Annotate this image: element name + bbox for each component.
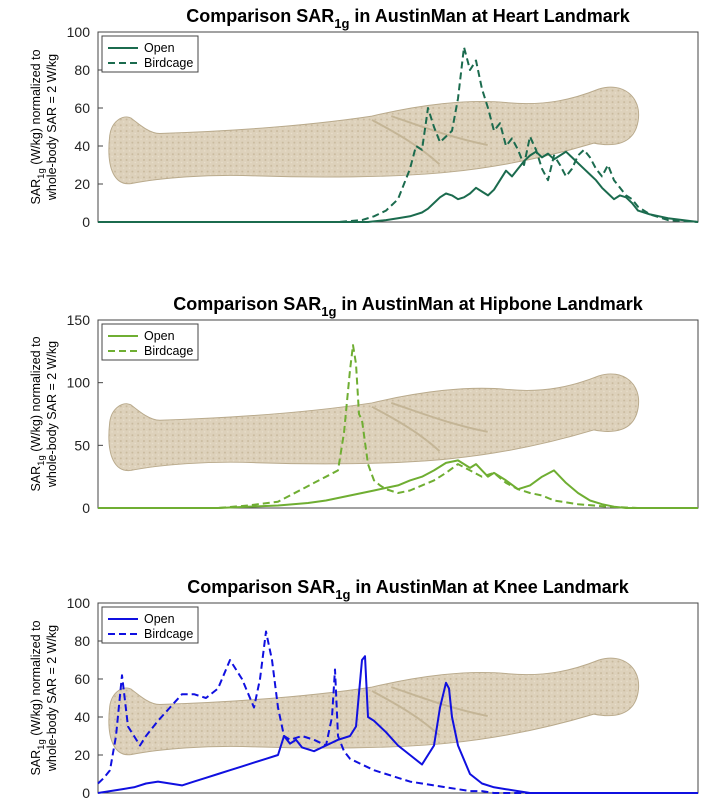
y-label-rest: (W/kg) normalized to	[29, 336, 43, 455]
y-tick-label: 100	[67, 24, 91, 40]
y-tick-label: 20	[74, 176, 90, 192]
body-image	[107, 656, 640, 757]
y-label-rest: (W/kg) normalized to	[29, 620, 43, 739]
y-tick-label: 80	[74, 633, 90, 649]
y-label-main: SAR	[29, 750, 43, 776]
body-image	[107, 85, 640, 186]
y-label-subscript: 1g	[36, 455, 47, 466]
series-line-birdcage	[98, 46, 699, 223]
legend-entry: Birdcage	[144, 344, 193, 358]
chart-panel-2: Comparison SAR1g in AustinMan at Hipbone…	[29, 294, 699, 516]
chart-title-rest: in AustinMan at Hipbone Landmark	[336, 294, 643, 314]
legend-entry: Open	[144, 41, 175, 55]
y-axis-label: SAR1g (W/kg) normalized to whole-body SAR…	[29, 620, 59, 775]
chart-title-subscript: 1g	[334, 16, 349, 31]
y-tick-label: 150	[67, 312, 91, 328]
y-tick-label: 0	[82, 785, 90, 801]
chart-title-main: Comparison SAR	[186, 6, 334, 26]
chart-title-rest: in AustinMan at Knee Landmark	[350, 577, 629, 597]
chart-title: Comparison SAR1g in AustinMan at Hipbone…	[173, 294, 644, 319]
y-tick-label: 60	[74, 671, 90, 687]
body-image	[107, 372, 640, 472]
axes-box	[97, 31, 699, 223]
y-tick-label: 20	[74, 747, 90, 763]
chart-title-main: Comparison SAR	[187, 577, 335, 597]
y-tick-label: 40	[74, 138, 90, 154]
y-axis-label-line-1: SAR1g (W/kg) normalized to	[29, 49, 47, 204]
y-axis-label-line-2: whole-body SAR = 2 W/kg	[45, 341, 59, 488]
legend-box	[101, 606, 199, 644]
chart-title-main: Comparison SAR	[173, 294, 321, 314]
y-label-main: SAR	[29, 466, 43, 492]
chart-panel-3: Comparison SAR1g in AustinMan at Knee La…	[29, 577, 699, 801]
legend-entry: Birdcage	[144, 56, 193, 70]
y-axis-label-line-1: SAR1g (W/kg) normalized to	[29, 620, 47, 775]
series-line-open	[97, 655, 698, 794]
y-label-subscript: 1g	[36, 739, 47, 750]
y-tick-label: 40	[74, 709, 90, 725]
y-tick-label: 100	[67, 375, 91, 391]
y-label-rest: (W/kg) normalized to	[29, 49, 43, 168]
series-line-open	[98, 459, 698, 509]
y-tick-label: 60	[74, 100, 90, 116]
y-tick-label: 100	[67, 595, 91, 611]
legend-box	[101, 35, 199, 73]
axes-box	[97, 319, 699, 509]
chart-title-subscript: 1g	[321, 304, 336, 319]
chart-panel-1: Comparison SAR1g in AustinMan at Heart L…	[29, 6, 699, 230]
y-label-subscript: 1g	[36, 168, 47, 179]
legend-entry: Open	[144, 612, 175, 626]
legend-entry: Birdcage	[144, 627, 193, 641]
y-axis-label-line-2: whole-body SAR = 2 W/kg	[45, 625, 59, 772]
y-tick-label: 50	[74, 437, 90, 453]
series-line-birdcage	[98, 344, 698, 509]
y-axis-label-line-1: SAR1g (W/kg) normalized to	[29, 336, 47, 491]
series-line-open	[98, 150, 699, 223]
chart-title-rest: in AustinMan at Heart Landmark	[349, 6, 630, 26]
y-label-main: SAR	[29, 179, 43, 205]
y-tick-label: 0	[82, 500, 90, 516]
y-tick-label: 0	[82, 214, 90, 230]
chart-title: Comparison SAR1g in AustinMan at Knee La…	[187, 577, 630, 602]
axes-box	[97, 602, 699, 794]
legend-entry: Open	[144, 329, 175, 343]
chart-title: Comparison SAR1g in AustinMan at Heart L…	[186, 6, 631, 31]
y-axis-label: SAR1g (W/kg) normalized to whole-body SAR…	[29, 49, 59, 204]
legend-box	[101, 323, 199, 361]
chart-title-subscript: 1g	[335, 587, 350, 602]
y-axis-label: SAR1g (W/kg) normalized to whole-body SAR…	[29, 336, 59, 491]
y-axis-label-line-2: whole-body SAR = 2 W/kg	[45, 54, 59, 201]
y-tick-label: 80	[74, 62, 90, 78]
